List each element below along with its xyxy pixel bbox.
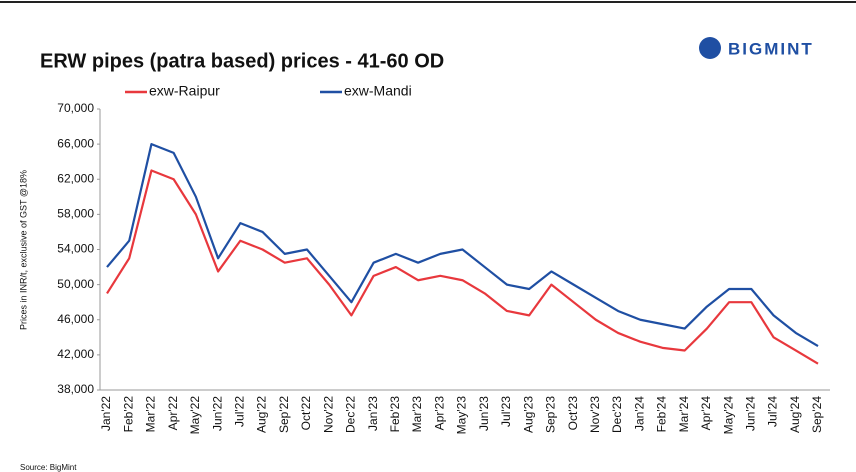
x-tick-label: Nov'23 <box>588 396 602 433</box>
x-tick-label: Jan'23 <box>366 396 380 431</box>
y-tick-label: 58,000 <box>57 207 94 221</box>
x-tick-label: Aug'23 <box>521 396 535 433</box>
x-tick-label: Oct'22 <box>299 396 313 431</box>
x-tick-label: May'22 <box>188 396 202 435</box>
x-tick-label: Mar'24 <box>677 396 691 433</box>
x-tick-label: Nov'22 <box>321 396 335 433</box>
x-tick-label: Jul'24 <box>766 396 780 427</box>
x-tick-label: Aug'24 <box>788 396 802 433</box>
source: Source: BigMint <box>20 463 77 472</box>
x-tick-label: Jan'24 <box>632 396 646 431</box>
line-series <box>106 169 819 365</box>
x-tick-label: Sep'24 <box>810 396 824 433</box>
x-tick-label: Sep'23 <box>544 396 558 433</box>
y-tick-label: 46,000 <box>57 312 94 326</box>
x-tick-label: Jul'23 <box>499 396 513 427</box>
y-tick-label: 50,000 <box>57 277 94 291</box>
x-tick-label: Jun'24 <box>744 396 758 431</box>
legend-label: exw-Mandi <box>344 83 412 99</box>
y-tick-label: 38,000 <box>57 382 94 396</box>
y-tick-label: 54,000 <box>57 242 94 256</box>
x-tick-label: Dec'22 <box>344 396 358 433</box>
x-tick-label: May'23 <box>455 396 469 435</box>
x-tick-label: Jan'22 <box>99 396 113 431</box>
x-tick-label: Jun'22 <box>210 396 224 431</box>
x-tick-label: Mar'22 <box>144 396 158 433</box>
x-tick-label: Apr'22 <box>166 396 180 431</box>
x-tick-label: Jul'22 <box>232 396 246 427</box>
logo: BIGMINT <box>699 37 814 59</box>
x-tick-label: Apr'23 <box>432 396 446 431</box>
x-tick-label: Apr'24 <box>699 396 713 431</box>
line-series <box>106 143 819 348</box>
x-tick-label: Feb'23 <box>388 396 402 433</box>
x-tick-label: Jun'23 <box>477 396 491 431</box>
x-tick-label: Feb'24 <box>655 396 669 433</box>
brand: BIGMINT <box>728 39 814 58</box>
x-tick-label: Mar'23 <box>410 396 424 433</box>
x-tick-label: Feb'22 <box>121 396 135 433</box>
y-tick-label: 66,000 <box>57 136 94 150</box>
y-tick-label: 70,000 <box>57 101 94 115</box>
x-tick-label: May'24 <box>721 396 735 435</box>
x-tick-label: Aug'22 <box>255 396 269 433</box>
y-axis-label: Prices in INR/t, exclusive of GST @18% <box>18 170 28 330</box>
chart-title: ERW pipes (patra based) prices - 41-60 O… <box>40 50 444 72</box>
y-tick-label: 42,000 <box>57 347 94 361</box>
x-tick-label: Dec'23 <box>610 396 624 433</box>
logo-icon <box>699 37 721 59</box>
x-tick-label: Oct'23 <box>566 396 580 431</box>
legend-label: exw-Raipur <box>149 83 220 99</box>
y-tick-label: 62,000 <box>57 171 94 185</box>
x-tick-label: Sep'22 <box>277 396 291 433</box>
